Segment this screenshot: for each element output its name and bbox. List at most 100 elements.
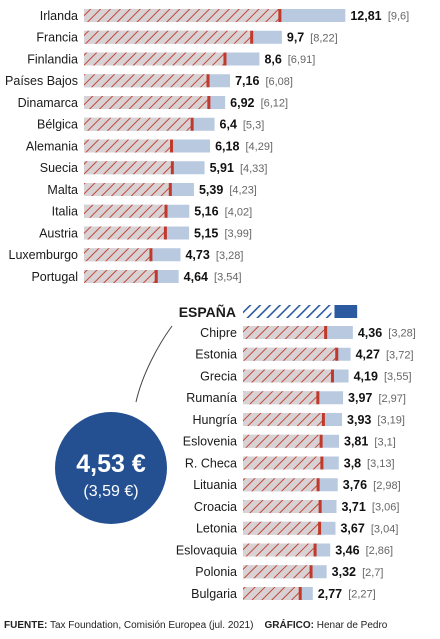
previous-value-label: [6,91] [288,54,316,66]
bar-previous-hatched [243,587,301,600]
previous-value-label: [8,22] [310,32,338,44]
previous-value-label: [3,28] [388,328,416,340]
bar-row: Malta 5,39 [4,23] [47,183,256,197]
value-label: 6,4 [220,118,237,132]
category-label: Italia [52,205,78,219]
value-label: 8,6 [264,52,281,66]
previous-value-label: [3,72] [386,349,414,361]
bar-row: Finlandia 8,6 [6,91] [27,52,315,66]
source-text: Tax Foundation, Comisión Europea (jul. 2… [49,620,254,631]
previous-value-label: [2,27] [348,589,376,601]
category-label: Francia [36,31,78,45]
previous-value-label: [3,55] [384,371,412,383]
graphic-text: Henar de Pedro [316,620,388,631]
category-label: Dinamarca [18,96,78,110]
bar-previous-marker [313,543,317,557]
bar-row: Lituania 3,76 [2,98] [193,478,400,492]
bar-row: R. Checa 3,8 [3,13] [185,456,395,470]
previous-value-label: [5,3] [243,119,264,131]
bar-previous-hatched [243,543,316,557]
bar-previous-hatched [243,326,326,339]
bar-row: Alemania 6,18 [4,29] [26,139,273,153]
value-label: 4,19 [354,369,378,383]
previous-value-label: [3,04] [371,523,399,535]
bar-previous-hatched [243,478,319,492]
bar-previous-hatched [84,30,252,44]
category-label: Grecia [200,369,237,383]
value-label: 3,8 [344,456,361,470]
category-label: Irlanda [40,9,78,23]
bar-previous-marker [149,248,153,262]
category-label: Malta [47,183,78,197]
bar-previous-marker [223,52,227,66]
bar-previous-hatched [243,434,322,448]
bar-previous-hatched [84,117,193,131]
category-label: Hungría [193,413,238,427]
category-label: Croacia [194,500,237,514]
bar-previous-hatched [84,270,157,283]
category-label: Estonia [195,348,237,362]
bar-previous-marker [318,521,322,535]
bar-row: Croacia 3,71 [3,06] [194,500,400,514]
value-label: 7,16 [235,74,259,88]
category-label: Eslovenia [183,435,237,449]
bar-previous-hatched [84,161,173,175]
bar-row: Irlanda 12,81 [9,6] [40,9,409,23]
bar-row: Eslovaquia 3,46 [2,86] [176,543,393,557]
bar-row: Italia 5,16 [4,02] [52,205,253,219]
bar-previous-hatched [243,500,321,513]
bar-previous-marker [168,183,172,196]
category-label: Rumanía [186,391,237,405]
value-label: 3,32 [332,565,356,579]
previous-value-label: [4,29] [245,141,273,153]
bar-row: Grecia 4,19 [3,55] [200,369,411,383]
spain-bar-solid [334,305,358,318]
bar-row: Austria 5,15 [3,99] [39,226,252,240]
bar-previous-marker [335,347,339,361]
spain-bar-hatched [243,305,332,318]
bar-row: Países Bajos 7,16 [6,08] [5,74,293,88]
bar-previous-hatched [243,565,312,579]
previous-value-label: [4,02] [225,206,253,218]
bar-previous-marker [298,587,302,600]
bar-previous-marker [250,30,254,44]
bar-rows: Irlanda 12,81 [9,6] Francia 9,7 [8,22] Finland… [5,9,416,601]
bar-previous-marker [164,204,168,218]
category-label: Polonia [195,565,237,579]
value-label: 12,81 [350,9,381,23]
value-label: 3,81 [344,435,368,449]
bar-row: Suecia 5,91 [4,33] [40,161,268,175]
value-label: 5,91 [210,161,234,175]
spain-callout-circle [55,412,167,524]
spain-callout-sub: (3,59 €) [83,483,138,500]
bar-row: Estonia 4,27 [3,72] [195,348,413,362]
previous-value-label: [2,86] [366,545,394,557]
previous-value-label: [6,12] [261,98,289,110]
category-label: Bulgaria [191,587,237,601]
bar-previous-hatched [243,413,324,426]
bar-previous-hatched [84,248,151,262]
value-label: 2,77 [318,587,342,601]
value-label: 4,64 [184,270,208,284]
bar-previous-hatched [84,52,225,66]
previous-value-label: [3,54] [214,272,242,284]
bar-previous-marker [321,413,325,426]
bar-previous-hatched [84,96,209,109]
spain-callout-value: 4,53 € [76,450,146,478]
bar-row: Francia 9,7 [8,22] [36,31,337,45]
bar-previous-hatched [84,9,280,22]
chart-footer: FUENTE: Tax Foundation, Comisión Europea… [4,620,436,631]
value-label: 3,71 [341,500,365,514]
previous-value-label: [3,28] [216,250,244,262]
bar-previous-hatched [243,456,322,470]
value-label: 6,92 [230,96,254,110]
category-label: Austria [39,226,78,240]
previous-value-label: [2,97] [378,393,406,405]
category-label: R. Checa [185,456,237,470]
bar-previous-hatched [243,521,320,535]
value-label: 3,67 [340,522,364,536]
category-label: Eslovaquia [176,543,237,557]
previous-value-label: [3,1] [374,436,395,448]
previous-value-label: [4,33] [240,163,268,175]
value-label: 4,36 [358,326,382,340]
